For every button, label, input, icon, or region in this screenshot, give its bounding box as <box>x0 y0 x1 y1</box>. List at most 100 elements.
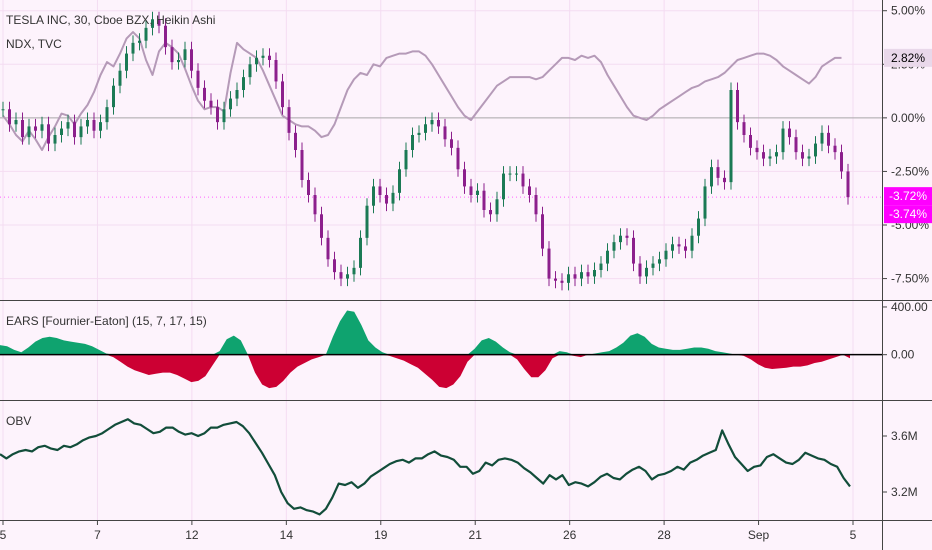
candle-body <box>352 267 356 275</box>
candle-body <box>443 126 447 140</box>
candle-body <box>755 147 759 153</box>
candle-body <box>625 235 629 238</box>
candle-body <box>313 195 317 215</box>
candle-body <box>274 60 278 82</box>
candle-body <box>177 60 180 63</box>
candle-body <box>287 107 291 133</box>
candle-body <box>339 272 343 279</box>
candle-body <box>794 137 798 153</box>
candle-body <box>307 180 310 195</box>
candle-body <box>586 272 590 277</box>
candle-body <box>710 167 713 187</box>
ears-legend[interactable]: EARS [Fournier-Eaton] (15, 7, 17, 15) <box>6 314 207 328</box>
candle-body <box>632 237 635 264</box>
candle-body <box>801 152 804 159</box>
ears-area <box>0 310 882 389</box>
candle-body <box>209 100 213 108</box>
candle-body <box>521 173 525 187</box>
candle-body <box>196 70 200 88</box>
candle-body <box>528 186 531 195</box>
candle-body <box>183 49 187 60</box>
obv-series-line <box>0 418 851 516</box>
candle-body <box>580 272 583 279</box>
y-tick-label: 3.6M <box>891 429 918 443</box>
x-tick-label: 26 <box>563 528 577 542</box>
candle-body <box>846 171 850 198</box>
x-tick-label: 19 <box>374 528 388 542</box>
ears-positive-area <box>0 310 850 355</box>
candle-body <box>8 109 11 125</box>
candle-body <box>27 126 31 138</box>
candle-body <box>14 120 18 125</box>
candle-body <box>820 132 824 144</box>
main-legend-title[interactable]: TESLA INC, 30, Cboe BZX, Heikin Ashi <box>6 13 216 27</box>
candle-body <box>138 40 141 43</box>
candle-body <box>170 47 174 63</box>
candle-body <box>781 128 785 153</box>
candle-body <box>833 145 837 153</box>
candle-body <box>164 25 167 48</box>
x-tick-label: Sep <box>748 528 770 542</box>
candle-body <box>612 242 616 251</box>
candle-body <box>53 135 57 144</box>
candle-body <box>599 263 603 270</box>
candle-body <box>703 186 707 219</box>
x-tick-label: 14 <box>280 528 294 542</box>
price-close-badge-bg <box>884 205 932 224</box>
candle-body <box>326 237 330 260</box>
candle-body <box>619 235 622 243</box>
candle-body <box>125 53 128 71</box>
candle-body <box>593 270 596 277</box>
candle-body <box>372 186 375 206</box>
candle-body <box>651 263 655 268</box>
candle-body <box>47 124 50 144</box>
candle-body <box>320 214 323 238</box>
candle-body <box>144 27 148 41</box>
candle-body <box>515 173 518 175</box>
candle-body <box>424 124 427 133</box>
candle-body <box>547 248 551 279</box>
candles <box>1 11 850 291</box>
candle-body <box>775 152 778 157</box>
y-tick-label: -2.50% <box>891 164 929 178</box>
main-legend-ndx[interactable]: NDX, TVC <box>6 37 62 51</box>
candle-body <box>502 173 505 200</box>
price-last-badge-bg <box>884 187 932 206</box>
candle-body <box>768 156 772 159</box>
ndx-series-line <box>2 31 842 151</box>
candle-body <box>827 132 830 146</box>
candle-body <box>261 55 265 58</box>
candle-body <box>411 135 414 150</box>
candle-body <box>66 122 70 129</box>
candle-body <box>417 132 421 135</box>
candle-body <box>118 70 122 86</box>
candle-body <box>456 147 460 170</box>
y-tick-label: -7.50% <box>891 272 929 286</box>
candle-body <box>222 109 226 123</box>
candle-body <box>86 120 89 127</box>
price-last-badge: -3.72% <box>889 189 927 203</box>
candle-body <box>664 250 668 260</box>
candle-body <box>105 107 109 123</box>
candle-body <box>151 19 154 28</box>
candle-body <box>190 49 193 71</box>
x-tick-label: 5 <box>0 528 7 542</box>
candle-body <box>203 87 206 101</box>
candle-body <box>300 150 304 180</box>
candle-body <box>749 135 752 148</box>
y-tick-label: 0.00 <box>891 348 915 362</box>
candle-body <box>606 250 609 264</box>
ndx-last-badge: 2.82% <box>891 51 925 65</box>
candle-body <box>131 42 135 54</box>
candle-body <box>573 274 577 279</box>
candle-body <box>21 120 24 138</box>
candle-body <box>534 195 538 215</box>
x-tick-label: 7 <box>94 528 101 542</box>
candle-body <box>560 280 564 283</box>
obv-legend[interactable]: OBV <box>6 414 32 428</box>
candle-body <box>281 81 284 108</box>
candle-body <box>645 267 648 277</box>
candle-body <box>112 85 115 108</box>
candle-body <box>235 90 239 99</box>
